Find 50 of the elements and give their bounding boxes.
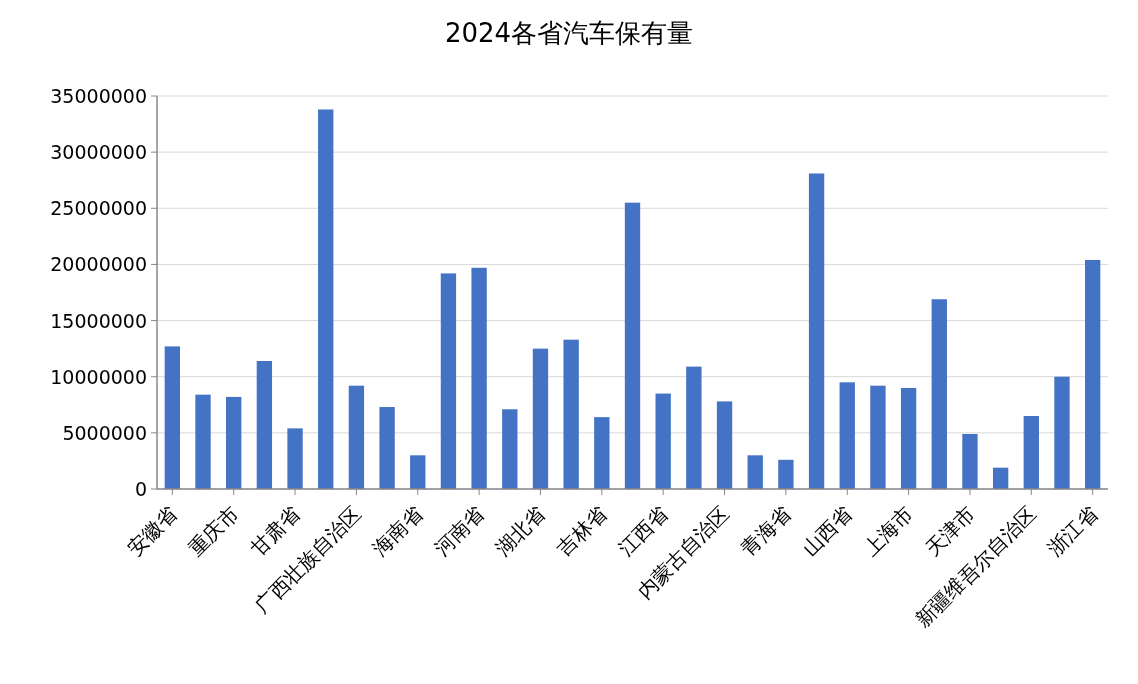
x-tick-label: 上海市 [858, 501, 919, 561]
x-tick-label: 浙江省 [1042, 501, 1103, 561]
bar [471, 267, 487, 489]
bar [348, 385, 365, 489]
bar [195, 394, 211, 489]
bar [256, 360, 273, 489]
chart-title: 2024各省汽车保有量 [444, 18, 694, 48]
bar [563, 339, 579, 489]
y-tick-label: 30000000 [50, 141, 147, 164]
bar [808, 173, 825, 489]
x-tick-label: 重庆市 [183, 501, 244, 561]
x-tick-label: 河南省 [429, 501, 489, 561]
bar [226, 396, 242, 489]
bar [1084, 259, 1101, 489]
bar [379, 407, 395, 489]
y-tick-label: 0 [134, 478, 147, 500]
bar [532, 348, 549, 489]
x-tick-label: 山西省 [797, 501, 857, 561]
bar [655, 393, 671, 489]
y-tick-label: 25000000 [50, 197, 147, 220]
bar [870, 385, 886, 489]
y-tick-label: 35000000 [50, 85, 147, 107]
x-tick-label: 安徽省 [122, 501, 182, 561]
bar [1054, 376, 1070, 489]
x-tick-label: 海南省 [367, 501, 428, 561]
bar [716, 401, 733, 489]
bar [287, 428, 303, 489]
x-tick-label: 吉林省 [551, 501, 612, 561]
y-tick-label: 10000000 [50, 365, 147, 388]
bar [410, 455, 426, 489]
bar [900, 387, 917, 489]
bar [624, 202, 641, 489]
y-tick-label: 15000000 [50, 309, 147, 332]
bar [440, 273, 457, 489]
bar [594, 417, 610, 489]
x-tick-label: 青海省 [736, 501, 796, 561]
bar [931, 299, 947, 489]
bar [164, 346, 181, 489]
bar [839, 382, 855, 489]
bar [502, 409, 518, 489]
bar [962, 433, 978, 489]
bar [992, 467, 1009, 489]
bar [686, 366, 702, 489]
bar [778, 459, 794, 489]
bar [318, 109, 334, 489]
y-tick-label: 5000000 [62, 421, 147, 444]
bar [1023, 416, 1039, 489]
y-tick-label: 20000000 [50, 253, 147, 276]
x-tick-label: 湖北省 [490, 501, 550, 561]
bar [747, 455, 763, 489]
